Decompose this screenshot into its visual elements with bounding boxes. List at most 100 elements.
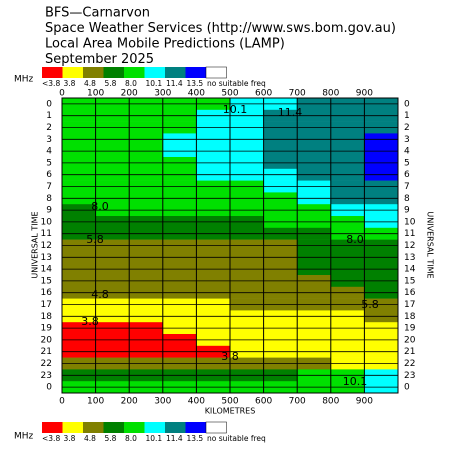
legend-unit: MHz bbox=[14, 75, 34, 85]
contour-label: 10.1 bbox=[343, 375, 368, 388]
legend-swatch bbox=[165, 422, 186, 433]
title-line: September 2025 bbox=[45, 52, 154, 67]
x-tick-label: 700 bbox=[289, 89, 306, 99]
y-tick-label: 7 bbox=[404, 182, 410, 192]
y-tick-label: 6 bbox=[46, 170, 52, 180]
legend-swatch bbox=[62, 422, 83, 433]
y-tick-label: 12 bbox=[41, 241, 52, 251]
y-tick-label: 23 bbox=[41, 371, 52, 381]
legend-swatch bbox=[103, 67, 124, 78]
y-tick-label: 4 bbox=[404, 147, 410, 157]
legend-label: 10.1 bbox=[146, 79, 163, 88]
y-tick-label: 11 bbox=[404, 229, 415, 239]
y-tick-label: 13 bbox=[41, 253, 52, 263]
legend-swatch bbox=[124, 67, 145, 78]
y-tick-label: 17 bbox=[41, 300, 52, 310]
legend-swatch bbox=[185, 67, 206, 78]
legend-label: <3.8 bbox=[42, 434, 60, 443]
y-tick-label: 3 bbox=[404, 135, 410, 145]
x-tick-label: 700 bbox=[289, 397, 306, 407]
plot-frame bbox=[61, 97, 399, 394]
y-axis-title: UNIVERSAL TIME bbox=[31, 211, 40, 278]
x-tick-label: 600 bbox=[255, 89, 272, 99]
y-axis-title: UNIVERSAL TIME bbox=[426, 211, 435, 278]
legend-label: 13.5 bbox=[187, 434, 204, 443]
x-tick-label: 300 bbox=[154, 89, 171, 99]
legend-swatch bbox=[103, 422, 124, 433]
x-tick-label: 800 bbox=[322, 89, 339, 99]
legend-label: 3.8 bbox=[64, 79, 76, 88]
legend-swatch bbox=[83, 67, 104, 78]
x-tick-label: 600 bbox=[255, 397, 272, 407]
legend-label: 13.5 bbox=[187, 79, 204, 88]
legend-swatch bbox=[185, 422, 206, 433]
legend-swatch bbox=[165, 67, 186, 78]
contour-label: 5.8 bbox=[361, 298, 379, 311]
contour-label: 10.1 bbox=[223, 103, 248, 116]
y-tick-label: 12 bbox=[404, 241, 415, 251]
y-tick-label: 8 bbox=[46, 194, 52, 204]
legend-label: <3.8 bbox=[42, 79, 60, 88]
contour-label: 3.8 bbox=[221, 350, 239, 363]
y-tick-label: 18 bbox=[41, 312, 53, 322]
x-tick-label: 200 bbox=[121, 397, 138, 407]
y-tick-label: 7 bbox=[46, 182, 52, 192]
x-tick-label: 300 bbox=[154, 397, 171, 407]
y-tick-label: 13 bbox=[404, 253, 415, 263]
x-tick-label: 900 bbox=[356, 89, 373, 99]
x-tick-label: 500 bbox=[221, 397, 238, 407]
contour-label: 5.8 bbox=[86, 233, 104, 246]
y-tick-label: 21 bbox=[41, 347, 52, 357]
title-line: Space Weather Services (http://www.sws.b… bbox=[45, 21, 396, 36]
y-tick-label: 0 bbox=[46, 383, 52, 393]
legend-label: 8.0 bbox=[125, 434, 137, 443]
legend-label: 3.8 bbox=[64, 434, 76, 443]
y-tick-label: 9 bbox=[404, 206, 410, 216]
y-tick-label: 9 bbox=[46, 206, 52, 216]
y-tick-label: 15 bbox=[404, 276, 415, 286]
x-tick-label: 800 bbox=[322, 397, 339, 407]
y-tick-label: 11 bbox=[41, 229, 52, 239]
y-tick-label: 16 bbox=[41, 288, 53, 298]
y-tick-label: 17 bbox=[404, 300, 415, 310]
y-tick-label: 19 bbox=[404, 324, 416, 334]
legend-label: 8.0 bbox=[125, 79, 137, 88]
legend-label: 11.4 bbox=[166, 434, 183, 443]
contour-label: 8.0 bbox=[91, 200, 109, 213]
legend-label: 5.8 bbox=[105, 434, 117, 443]
legend-label: no suitable freq bbox=[207, 434, 266, 443]
y-tick-label: 20 bbox=[41, 335, 53, 345]
legend-swatch bbox=[205, 421, 227, 434]
contour-label: 8.0 bbox=[346, 233, 364, 246]
x-tick-label: 200 bbox=[121, 89, 138, 99]
y-tick-label: 0 bbox=[404, 383, 410, 393]
y-tick-label: 1 bbox=[46, 111, 52, 121]
y-tick-label: 1 bbox=[404, 111, 410, 121]
x-tick-label: 0 bbox=[59, 397, 65, 407]
x-axis-title: KILOMETRES bbox=[205, 407, 256, 416]
contour-label: 11.4 bbox=[278, 106, 303, 119]
y-tick-label: 15 bbox=[41, 276, 52, 286]
y-tick-label: 16 bbox=[404, 288, 416, 298]
legend-swatch bbox=[144, 422, 165, 433]
legend-label: 11.4 bbox=[166, 79, 183, 88]
legend-label: 10.1 bbox=[146, 434, 163, 443]
legend-label: 4.8 bbox=[84, 79, 96, 88]
y-tick-label: 2 bbox=[404, 123, 410, 133]
y-tick-label: 18 bbox=[404, 312, 416, 322]
y-tick-label: 2 bbox=[46, 123, 52, 133]
y-tick-label: 10 bbox=[404, 217, 416, 227]
x-tick-label: 400 bbox=[188, 397, 205, 407]
y-tick-label: 0 bbox=[46, 99, 52, 109]
y-tick-label: 23 bbox=[404, 371, 415, 381]
legend-swatch bbox=[205, 66, 227, 79]
y-tick-label: 22 bbox=[404, 359, 415, 369]
title-line: Local Area Mobile Predictions (LAMP) bbox=[45, 37, 285, 52]
y-tick-label: 5 bbox=[404, 158, 410, 168]
legend-swatch bbox=[62, 67, 83, 78]
legend-swatch bbox=[124, 422, 145, 433]
y-tick-label: 8 bbox=[404, 194, 410, 204]
y-tick-label: 4 bbox=[46, 147, 52, 157]
y-tick-label: 14 bbox=[41, 265, 53, 275]
